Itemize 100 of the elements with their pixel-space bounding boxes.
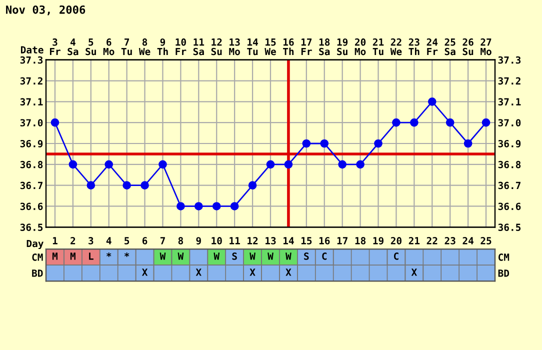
text: W: [160, 252, 166, 260]
y-tick-label: BD: [32, 270, 43, 277]
point: [374, 139, 382, 148]
text: C: [394, 252, 398, 260]
point: [176, 202, 185, 210]
x-tick-label: 5 Su: [86, 38, 96, 56]
x-tick-label: 8: [178, 237, 184, 244]
x-tick-label: 26 Su: [462, 38, 474, 56]
text: M: [52, 252, 58, 260]
x-tick-label: 25: [480, 237, 492, 244]
text: L: [89, 252, 94, 260]
point: [140, 181, 149, 190]
text: M: [70, 252, 76, 260]
x-tick-label: 7: [160, 237, 165, 244]
x-tick-label: 14 Tu: [247, 38, 258, 56]
x-tick-label: 16 Th: [283, 38, 294, 56]
x-tick-label: 6 Mo: [103, 38, 114, 56]
x-tick-label: 11: [230, 237, 240, 244]
text: C: [322, 252, 327, 260]
x-tick-label: 11 Sa: [193, 38, 204, 56]
y-tick-label: 36.5: [20, 224, 43, 231]
text: W: [268, 252, 274, 260]
point: [392, 118, 400, 127]
x-tick-label: 17 Fr: [301, 38, 312, 56]
x-tick-label: 22 We: [390, 38, 402, 56]
y2-tick-label: CM: [498, 254, 510, 261]
x-tick-label: 4: [106, 237, 112, 244]
y2-tick-label: 36.6: [498, 202, 521, 210]
x-tick-label: 27 Mo: [480, 38, 492, 56]
x-tick-label: 18: [355, 237, 366, 244]
point: [266, 160, 275, 169]
x-tick-label: 5: [124, 237, 130, 244]
x-tick-label: 9 Th: [157, 38, 168, 56]
point: [284, 160, 293, 169]
x-tick-label: 15: [301, 237, 312, 244]
point: [50, 118, 60, 127]
x-tick-label: 19: [373, 237, 384, 244]
point: [104, 160, 114, 169]
point: [68, 160, 78, 169]
y2-tick-label: 36.7: [498, 182, 520, 190]
text: *: [106, 252, 112, 258]
x-tick-label: 16: [319, 237, 330, 244]
y2-tick-label: 37.3: [498, 56, 521, 64]
x-tick-label: 9: [196, 237, 201, 244]
point: [158, 160, 167, 169]
text: X: [196, 268, 202, 276]
y-tick-label: 36.7: [20, 182, 42, 190]
x-tick-label: 17: [337, 237, 348, 244]
point: [194, 202, 203, 210]
x-tick-label: 22: [426, 237, 438, 244]
x-tick-label: 20 Mo: [354, 38, 366, 56]
point: [464, 139, 472, 148]
point: [230, 202, 239, 210]
text: X: [142, 268, 148, 276]
x-tick-label: 23 Th: [408, 38, 420, 56]
y2-tick-label: 37.2: [498, 77, 520, 85]
y2-tick-label: 37.1: [498, 98, 521, 106]
x-tick-label: 13 Mo: [229, 38, 240, 56]
x-tick-label: 8 We: [138, 38, 150, 56]
x-tick-label: 19 Su: [337, 38, 348, 56]
point: [212, 202, 221, 210]
y-tick-label: 37.1: [20, 98, 43, 106]
x-tick-label: 18 Sa: [319, 38, 330, 56]
x-tick-label: 14: [284, 237, 294, 244]
x-tick-label: 4 Sa: [68, 38, 78, 56]
chart-title: Nov 03, 2006: [6, 5, 86, 16]
x-tick-label: 3: [88, 237, 94, 244]
x-axis-title: Day: [26, 240, 44, 250]
x-tick-label: 15 We: [264, 38, 276, 56]
y2-tick-label: 36.9: [498, 140, 521, 148]
x-axis-title: Date: [20, 46, 44, 54]
x-tick-label: 24: [462, 237, 474, 244]
x-tick-label: 1: [52, 237, 58, 244]
y2-tick-label: 37.0: [498, 119, 521, 126]
y-tick-label: 37.0: [20, 119, 43, 126]
y2-tick-label: 36.8: [498, 160, 521, 168]
point: [248, 181, 257, 190]
text: X: [250, 268, 256, 276]
x-tick-label: 24 Fr: [426, 38, 438, 56]
x-tick-label: 12: [248, 237, 258, 244]
point: [86, 181, 96, 190]
x-tick-label: 2: [70, 237, 76, 244]
x-tick-label: 21 Tu: [372, 38, 384, 56]
x-tick-label: 13: [266, 237, 276, 244]
x-tick-label: 3 Fr: [50, 38, 60, 56]
y2-tick-label: BD: [498, 270, 510, 277]
x-tick-label: 10: [212, 237, 222, 244]
point: [356, 160, 364, 169]
x-tick-label: 7 Tu: [121, 38, 132, 56]
point: [410, 118, 418, 127]
point: [482, 118, 490, 127]
y2-tick-label: 36.5: [498, 224, 521, 231]
text: S: [304, 252, 309, 260]
text: *: [124, 252, 130, 258]
x-tick-label: 21: [408, 237, 420, 244]
point: [122, 181, 131, 190]
point: [302, 139, 311, 148]
y-tick-label: CM: [32, 254, 43, 261]
x-tick-label: 20: [390, 237, 402, 244]
y-tick-label: 36.8: [20, 160, 43, 168]
